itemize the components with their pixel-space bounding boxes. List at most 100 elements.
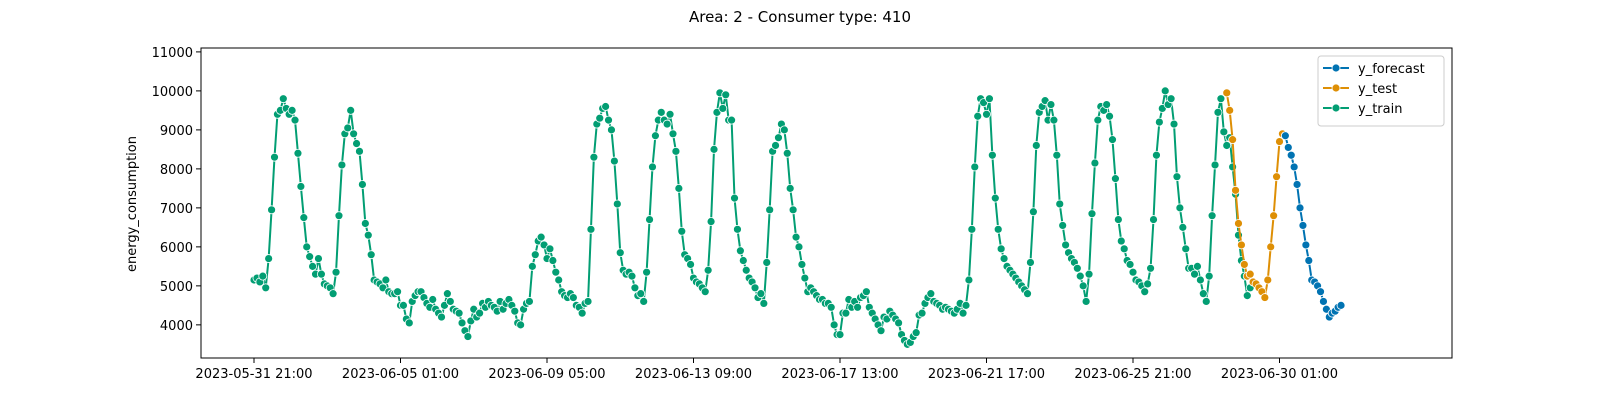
- data-point-y_train: [961, 300, 971, 310]
- data-point-y_train: [607, 125, 616, 135]
- data-point-y_train: [293, 148, 303, 158]
- data-point-y_train: [445, 297, 455, 306]
- data-point-y_train: [1081, 297, 1091, 306]
- data-point-y_train: [1084, 269, 1094, 279]
- legend: y_forecast y_test y_train: [1317, 55, 1445, 127]
- data-point-y_train: [612, 199, 622, 209]
- data-point-y_forecast: [1304, 256, 1314, 265]
- y-tick-label: 10000: [152, 85, 193, 100]
- data-point-y_train: [1102, 100, 1112, 109]
- data-point-y_train: [709, 144, 719, 154]
- data-point-y_train: [1026, 258, 1035, 267]
- data-point-y_train: [987, 150, 997, 160]
- data-point-y_train: [1181, 244, 1191, 254]
- data-point-y_train: [358, 180, 367, 189]
- data-point-y_train: [648, 162, 657, 172]
- data-point-y_train: [352, 139, 361, 148]
- data-point-y_test: [1225, 105, 1235, 115]
- data-point-y_train: [917, 308, 927, 318]
- data-point-y_test: [1269, 211, 1279, 221]
- data-point-y_train: [1193, 261, 1202, 271]
- data-point-y_train: [346, 105, 356, 115]
- data-point-y_train: [442, 289, 452, 299]
- legend-marker-y_train: [1331, 103, 1341, 113]
- data-point-y_train: [706, 217, 716, 226]
- data-point-y_train: [437, 312, 446, 322]
- data-point-y_train: [1149, 215, 1158, 224]
- data-point-y_train: [800, 273, 810, 283]
- data-point-y_train: [996, 244, 1006, 254]
- data-point-y_train: [1222, 141, 1232, 150]
- data-point-y_train: [1219, 127, 1229, 137]
- data-point-y_train: [1128, 267, 1138, 277]
- data-point-y_train: [302, 242, 312, 252]
- data-point-y_train: [545, 244, 555, 254]
- data-point-y_train: [595, 113, 605, 123]
- data-point-y_train: [381, 275, 391, 285]
- data-point-y_train: [771, 141, 780, 150]
- data-point-y_test: [1245, 269, 1255, 279]
- data-point-y_train: [926, 289, 936, 299]
- data-point-y_train: [299, 213, 309, 223]
- data-point-y_train: [985, 94, 994, 104]
- data-point-y_train: [1190, 269, 1199, 279]
- data-point-y_test: [1266, 242, 1276, 252]
- data-point-y_train: [782, 148, 792, 158]
- data-point-y_forecast: [1286, 150, 1296, 160]
- data-point-y_train: [554, 275, 564, 285]
- data-point-y_train: [730, 193, 739, 203]
- data-point-y_forecast: [1316, 287, 1325, 297]
- data-point-y_forecast: [1301, 240, 1311, 250]
- data-point-y_train: [589, 152, 599, 162]
- data-point-y_train: [733, 224, 742, 234]
- data-point-y_train: [1090, 158, 1100, 168]
- data-point-y_train: [718, 104, 728, 113]
- x-tick-label: 2023-06-17 13:00: [781, 367, 898, 382]
- data-point-y_train: [290, 115, 300, 125]
- data-point-y_train: [1116, 236, 1126, 246]
- data-point-y_train: [1061, 240, 1071, 250]
- data-point-y_train: [314, 254, 323, 263]
- data-point-y_test: [1275, 137, 1284, 146]
- data-point-y_train: [791, 232, 801, 242]
- y-tick-label: 4000: [160, 319, 193, 334]
- x-tick-label: 2023-06-13 09:00: [635, 367, 752, 382]
- data-point-y_forecast: [1289, 162, 1299, 172]
- data-point-y_train: [826, 302, 836, 312]
- data-point-y_train: [727, 115, 736, 125]
- data-point-y_train: [750, 283, 760, 293]
- data-point-y_train: [1028, 207, 1038, 217]
- data-point-y_test: [1228, 135, 1238, 145]
- data-point-y_train: [1105, 111, 1114, 121]
- data-point-y_train: [577, 308, 587, 318]
- data-point-y_train: [639, 297, 649, 306]
- data-point-y_train: [738, 256, 748, 265]
- data-point-y_train: [527, 261, 537, 271]
- data-point-y_train: [1023, 289, 1032, 299]
- data-point-y_train: [475, 308, 485, 318]
- legend-marker-y_test: [1331, 83, 1341, 93]
- data-point-y_train: [1152, 150, 1161, 160]
- data-point-y_train: [835, 330, 845, 340]
- data-point-y_train: [278, 94, 288, 104]
- y-tick-label: 8000: [160, 163, 193, 178]
- data-point-y_train: [1160, 86, 1170, 96]
- data-point-y_train: [1087, 209, 1097, 219]
- x-tick-label: 2023-06-25 21:00: [1074, 367, 1191, 382]
- data-point-y_train: [1195, 275, 1205, 285]
- data-point-y_train: [993, 224, 1003, 234]
- data-point-y_test: [1239, 260, 1249, 269]
- data-point-y_train: [762, 258, 772, 267]
- data-point-y_forecast: [1295, 203, 1305, 213]
- data-point-y_train: [1093, 115, 1103, 125]
- data-point-y_train: [958, 308, 968, 318]
- y-tick-label: 9000: [160, 124, 193, 139]
- data-point-y_test: [1263, 275, 1273, 285]
- data-point-y_test: [1272, 172, 1281, 182]
- data-point-y_train: [548, 256, 558, 265]
- data-point-y_train: [1210, 160, 1220, 170]
- x-tick-label: 2023-06-30 01:00: [1221, 367, 1338, 382]
- data-point-y_test: [1234, 219, 1243, 228]
- data-point-y_train: [343, 123, 353, 133]
- data-point-y_train: [308, 261, 318, 271]
